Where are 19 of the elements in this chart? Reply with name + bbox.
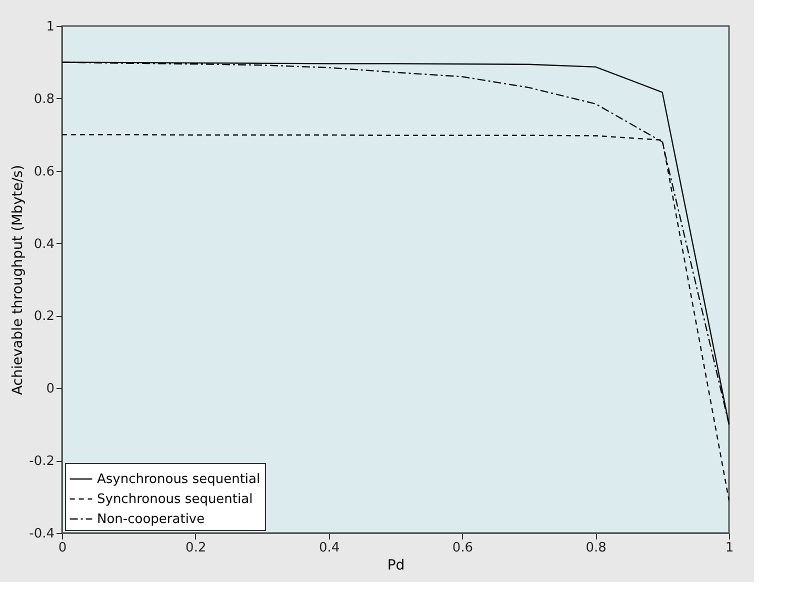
y-axis-title: Achievable throughput (Mbyte/s) xyxy=(10,164,26,396)
x-tick-label: 0.4 xyxy=(318,540,340,556)
y-tick-label: -0.4 xyxy=(29,526,54,542)
y-tick-label: -0.2 xyxy=(29,454,54,470)
x-axis-title: Pd xyxy=(387,558,405,574)
y-tick-label: 0.2 xyxy=(34,309,54,324)
x-tick-label: 0.8 xyxy=(586,540,606,556)
legend-label: Asynchronous sequential xyxy=(97,472,260,487)
x-tick-label: 0 xyxy=(58,540,67,556)
y-tick-label: 0.6 xyxy=(34,164,54,180)
legend-label: Non-cooperative xyxy=(97,512,205,527)
x-tick-label: 0.6 xyxy=(452,540,474,556)
y-tick-label: 0.4 xyxy=(34,236,54,252)
x-tick-label: 0.2 xyxy=(186,540,206,556)
y-tick-label: 0.8 xyxy=(34,92,54,107)
legend-label: Synchronous sequential xyxy=(97,492,253,507)
y-tick-label: 1 xyxy=(46,20,54,34)
y-tick-label: 0 xyxy=(46,382,54,397)
x-tick-label: 1 xyxy=(725,540,734,556)
